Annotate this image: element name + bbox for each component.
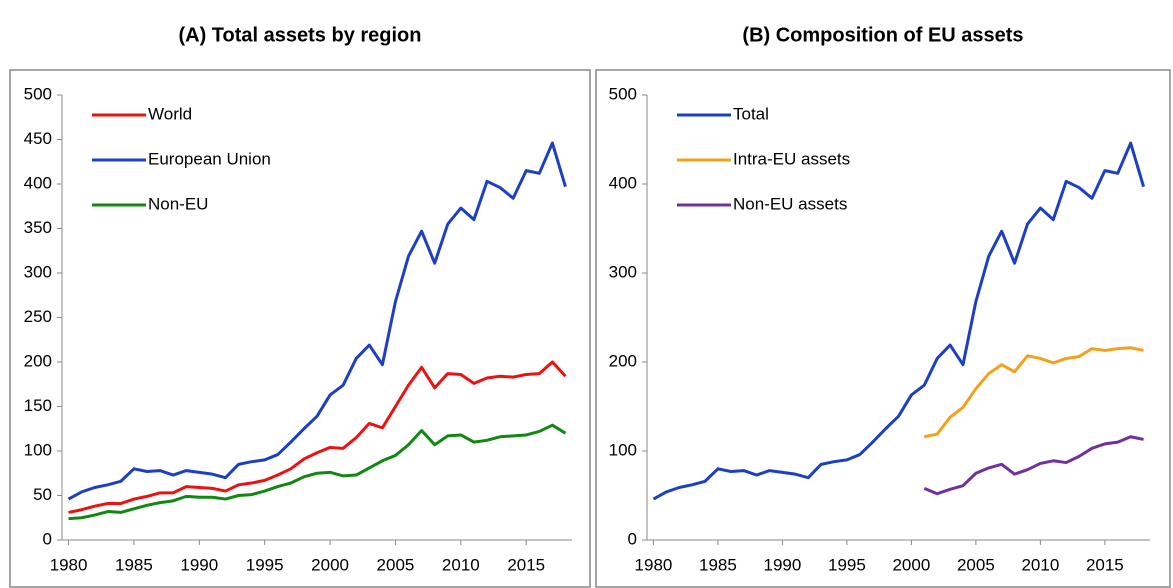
x-tick-label: 2005 [957,555,995,574]
y-tick-label: 100 [24,440,52,459]
x-tick-label: 1995 [828,555,866,574]
x-tick-label: 1980 [635,555,673,574]
x-tick-label: 2010 [1021,555,1059,574]
series-line [67,141,567,501]
x-tick-label: 1995 [246,555,284,574]
y-tick-label: 300 [24,262,52,281]
x-tick-label: 2000 [892,555,930,574]
x-tick-label: 2015 [507,555,545,574]
legend-label: Total [733,104,769,123]
y-tick-label: 350 [24,218,52,237]
y-tick-label: 450 [24,129,52,148]
panel-frame [595,69,1171,588]
y-tick-label: 500 [24,84,52,103]
x-tick-label: 1990 [764,555,802,574]
chart-title: (B) Composition of EU assets [742,24,1023,46]
panel-frame [9,69,591,588]
x-tick-label: 2010 [442,555,480,574]
x-tick-label: 1980 [50,555,88,574]
series-line [923,346,1144,439]
y-tick-label: 500 [609,84,637,103]
legend-label: Intra-EU assets [733,149,850,168]
y-tick-label: 200 [609,351,637,370]
legend-label: European Union [148,149,271,168]
series-line [68,360,567,514]
series-line [923,435,1144,496]
y-tick-label: 400 [609,173,637,192]
series-line [68,423,567,521]
legend-label: Non-EU [148,194,208,213]
y-tick-label: 0 [43,529,52,548]
x-tick-label: 1985 [699,555,737,574]
y-tick-label: 150 [24,396,52,415]
y-tick-label: 400 [24,173,52,192]
y-tick-label: 200 [24,351,52,370]
legend-label: Non-EU assets [733,194,847,213]
y-tick-label: 50 [33,485,52,504]
chart-title: (A) Total assets by region [178,24,421,46]
x-tick-label: 2000 [311,555,349,574]
legend-label: World [148,104,192,123]
y-tick-label: 250 [24,307,52,326]
x-tick-label: 1985 [115,555,153,574]
x-tick-label: 2005 [377,555,415,574]
y-tick-label: 300 [609,262,637,281]
y-tick-label: 0 [628,529,637,548]
x-tick-label: 2015 [1086,555,1124,574]
y-tick-label: 100 [609,440,637,459]
x-tick-label: 1990 [180,555,218,574]
series-line [652,141,1145,501]
